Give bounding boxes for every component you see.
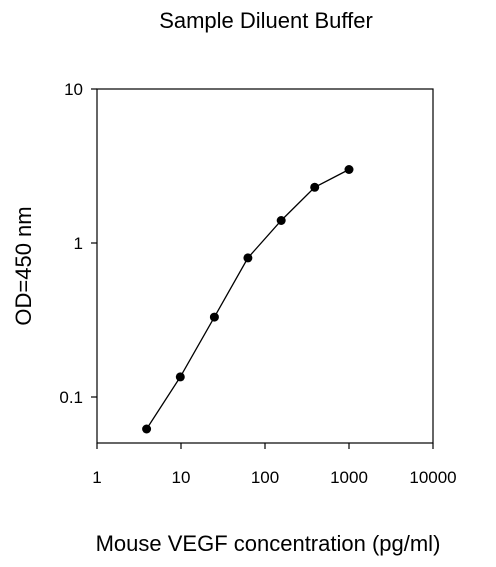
x-tick-label: 100 [251,468,279,487]
data-point [142,424,152,434]
y-tick-label: 10 [64,80,83,99]
data-point [175,372,185,382]
y-tick-label: 1 [74,234,83,253]
data-point [276,216,286,225]
series-line [146,168,350,430]
x-axis: 1 10 100 1000 10000 [92,443,457,487]
data-point [344,165,354,174]
data-point [310,182,320,192]
y-tick-label: 0.1 [59,388,83,407]
y-axis: 0.1 1 10 [59,80,97,407]
x-tick-label: 1000 [330,468,368,487]
x-tick-label: 1 [92,468,101,487]
data-point [209,312,219,322]
y-axis-title: OD=450 nm [11,206,36,325]
plot-frame [96,88,434,444]
data-point [243,253,253,263]
x-tick-label: 10 [172,468,191,487]
series-layer [142,165,354,434]
x-tick-label: 10000 [409,468,456,487]
x-axis-title: Mouse VEGF concentration (pg/ml) [96,531,441,556]
chart-title: Sample Diluent Buffer [159,8,373,33]
